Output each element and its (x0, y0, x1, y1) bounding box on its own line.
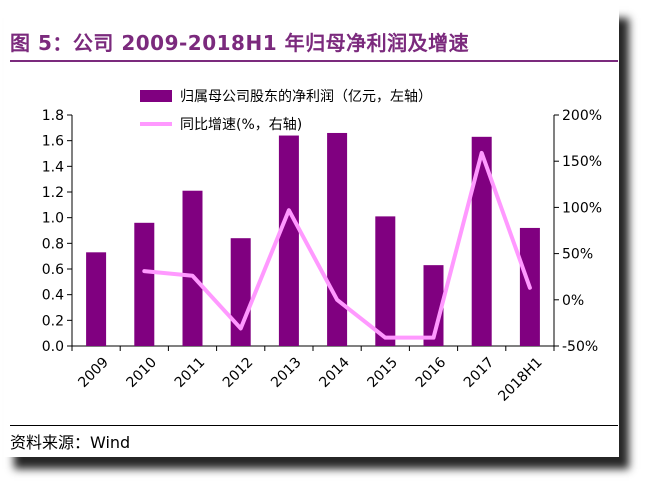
left-axis-tick-label: 1.6 (42, 134, 64, 150)
right-axis-tick-label: 100% (562, 200, 602, 216)
x-axis: 2009 2010 2011 2012 2013 2014 2015 2016 20172018… (71, 345, 555, 405)
source-divider (10, 425, 618, 426)
bar (182, 190, 203, 346)
x-axis-tick-label: 2015 (365, 354, 402, 391)
x-axis-tick-label: 2018H1 (495, 354, 545, 404)
growth-point (240, 327, 242, 329)
x-axis-tick-label: 2012 (220, 354, 257, 391)
x-axis-tick-label: 2009 (75, 354, 112, 391)
figure-card (4, 6, 619, 457)
bar (375, 216, 396, 346)
growth-point (481, 152, 483, 154)
figure-title: 图 5：公司 2009-2018H1 年归母净利润及增速 (10, 31, 470, 55)
x-axis-tick-label: 2016 (413, 354, 450, 391)
growth-point (288, 209, 290, 211)
growth-point (143, 270, 145, 272)
legend-swatch-bar (140, 90, 172, 102)
left-axis-tick-label: 1.2 (42, 185, 64, 201)
right-axis-tick-label: -50% (562, 339, 598, 355)
bar (278, 135, 299, 346)
legend-label-line: 同比增速(%，右轴) (180, 117, 302, 133)
x-axis-tick-label: 2011 (172, 354, 209, 391)
right-axis-tick-label: 0% (562, 293, 584, 309)
left-axis-tick-label: 1.0 (42, 211, 64, 227)
right-axis-tick-label: 200% (562, 108, 602, 124)
left-axis-tick-label: 0.6 (42, 262, 64, 278)
bar (327, 132, 348, 346)
left-axis-tick-label: 1.8 (42, 108, 64, 124)
left-axis-tick-label: 1.4 (42, 159, 64, 175)
legend: 归属母公司股东的净利润（亿元，左轴） 同比增速(%，右轴) (140, 88, 432, 133)
right-axis: -50% 0% 50% 100% 150% 200% (553, 108, 602, 355)
left-axis-tick-label: 0.2 (42, 313, 64, 329)
growth-point (384, 337, 386, 339)
x-axis-tick-label: 2014 (316, 354, 353, 391)
growth-point (192, 275, 193, 277)
source-note: 资料来源：Wind (10, 433, 131, 452)
left-axis-tick-label: 0.0 (42, 339, 64, 355)
legend-label-bar: 归属母公司股东的净利润（亿元，左轴） (180, 88, 432, 105)
x-axis-tick-label: 2010 (124, 354, 161, 391)
right-axis-tick-label: 50% (562, 247, 593, 263)
left-axis: 0.0 0.2 0.4 0.6 0.8 1.0 1.2 1.4 1.6 1.8 (42, 108, 73, 355)
growth-point (529, 287, 531, 289)
bar (134, 222, 155, 346)
bar (86, 252, 107, 346)
left-axis-tick-label: 0.4 (42, 288, 64, 304)
x-axis-tick-label: 2013 (268, 354, 305, 391)
bar-series (86, 132, 540, 346)
x-axis-tick-label: 2017 (461, 354, 498, 391)
title-divider (10, 60, 618, 62)
left-axis-tick-label: 0.8 (42, 236, 64, 252)
growth-point (433, 337, 434, 339)
bar (471, 136, 492, 346)
right-axis-tick-label: 150% (562, 154, 602, 170)
line-series (142, 150, 532, 340)
growth-point (336, 299, 338, 301)
